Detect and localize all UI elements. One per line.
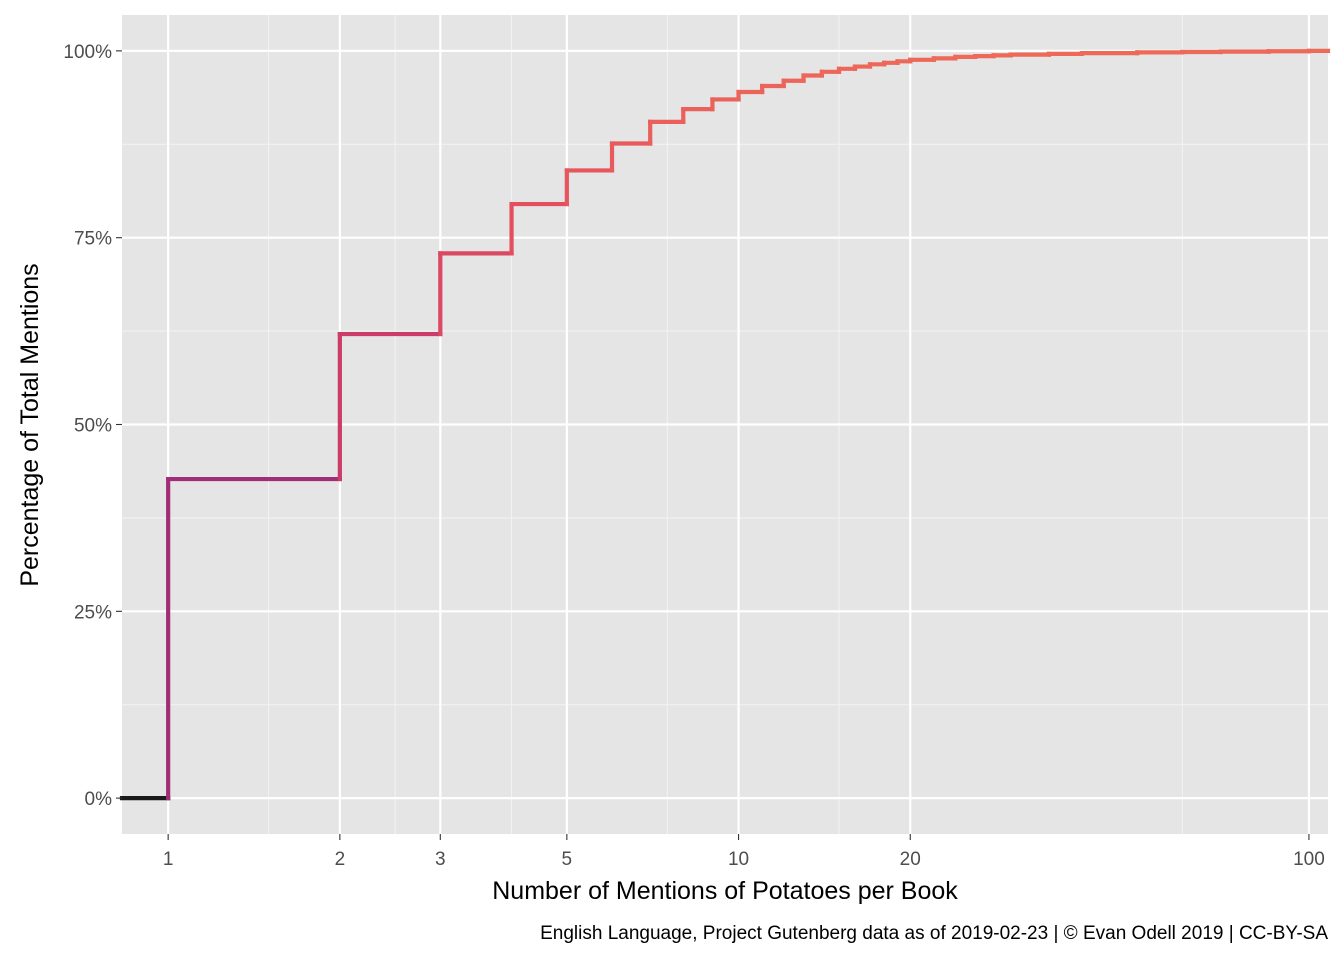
y-tick-label: 25%	[74, 602, 112, 623]
x-tick-label: 10	[728, 849, 749, 870]
x-tick-label: 100	[1293, 849, 1325, 870]
x-tick-label: 20	[900, 849, 921, 870]
y-tick-label: 0%	[85, 789, 113, 810]
y-tick-label: 100%	[63, 42, 112, 63]
y-axis-title: Percentage of Total Mentions	[16, 263, 44, 586]
x-tick-label: 3	[435, 849, 446, 870]
x-axis: 1 2 3 5 10 20 100	[163, 834, 1325, 870]
x-tick-label: 5	[562, 849, 573, 870]
caption: English Language, Project Gutenberg data…	[540, 923, 1328, 944]
y-tick-label: 50%	[74, 416, 112, 437]
y-axis: 0% 25% 50% 75% 100%	[63, 42, 122, 810]
y-tick-label: 75%	[74, 229, 112, 250]
ecdf-step-line	[119, 48, 1331, 801]
x-axis-title: Number of Mentions of Potatoes per Book	[492, 877, 958, 905]
x-tick-label: 1	[163, 849, 174, 870]
x-tick-label: 2	[335, 849, 346, 870]
